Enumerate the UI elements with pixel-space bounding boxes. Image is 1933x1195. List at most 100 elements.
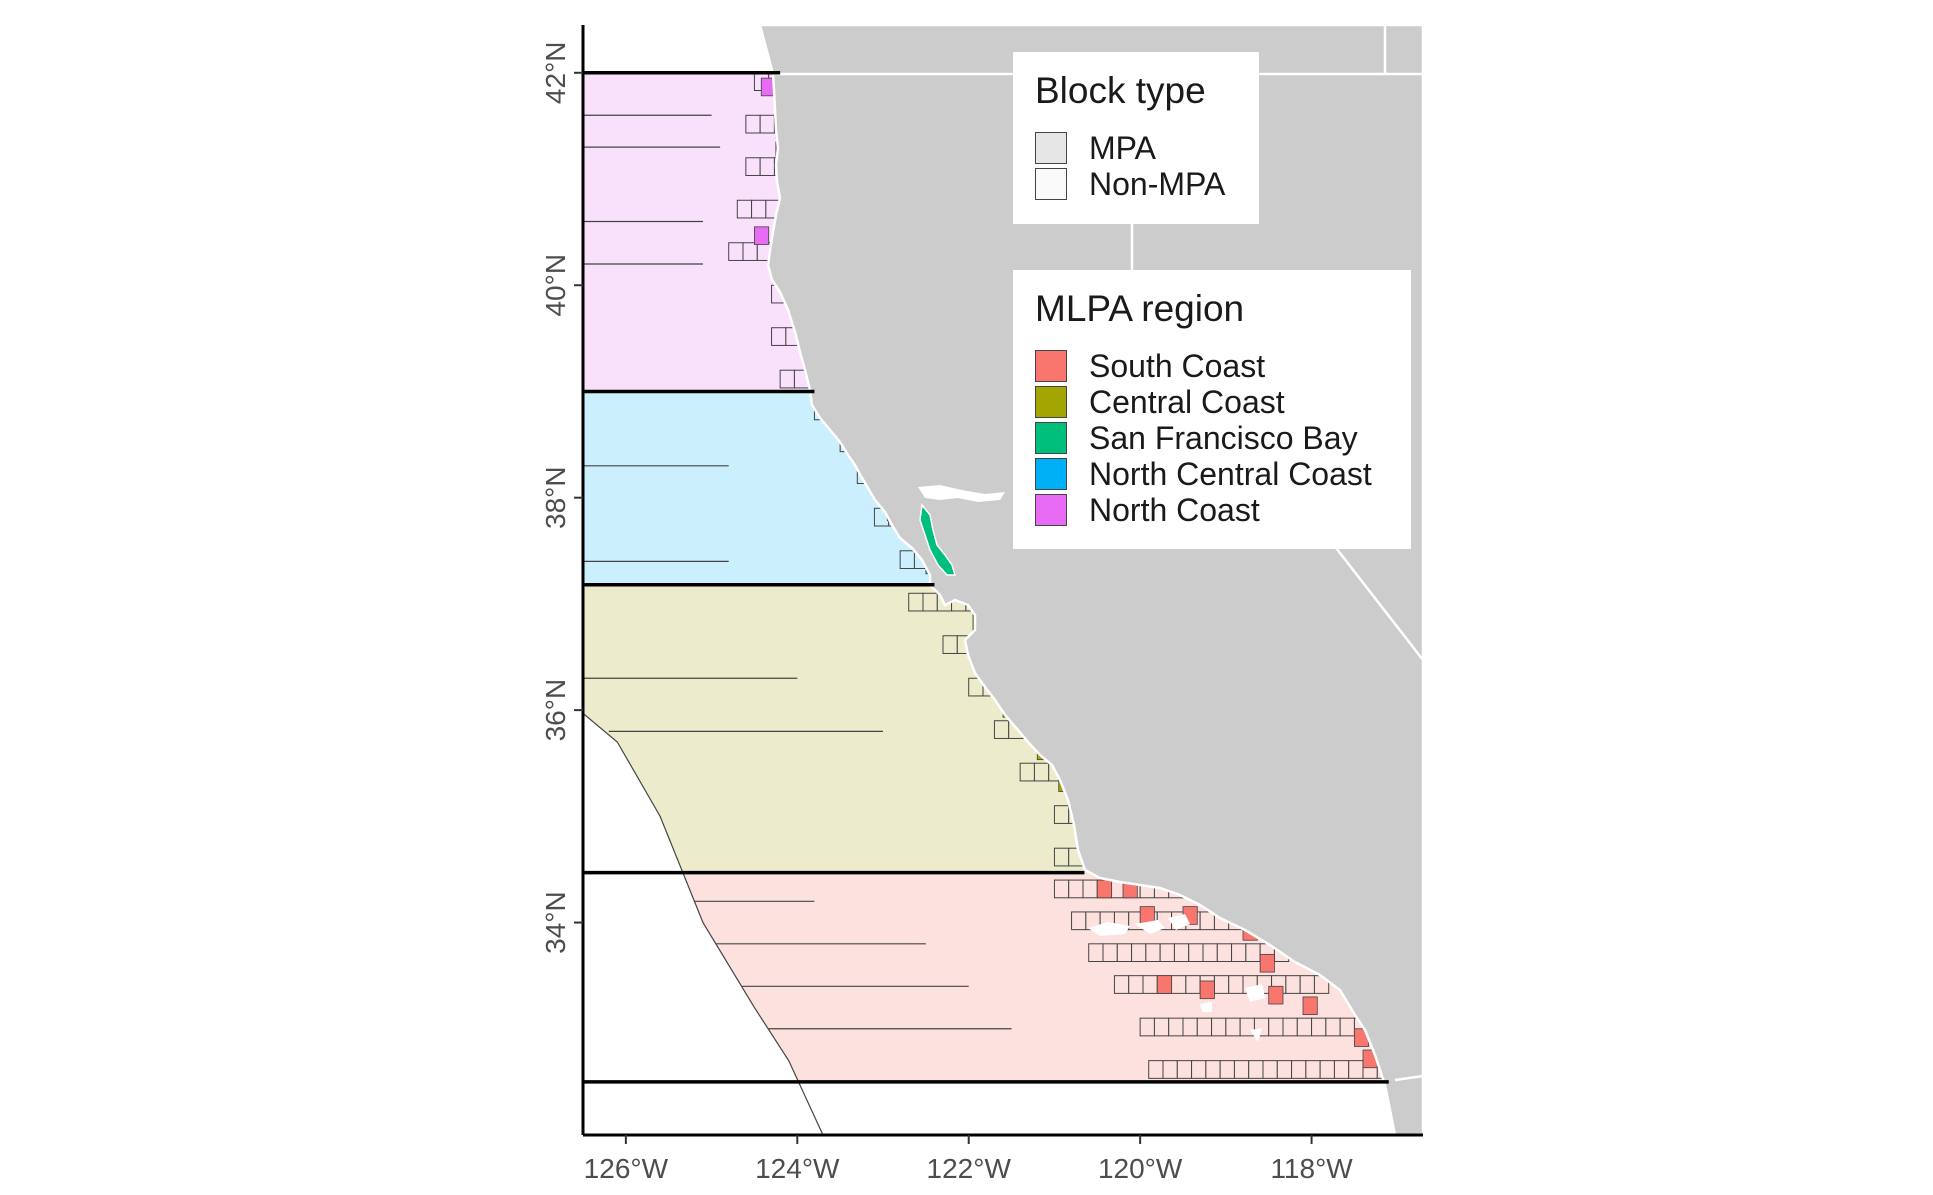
nearshore-block — [728, 242, 744, 261]
nearshore-block — [751, 199, 767, 219]
nearshore-block — [771, 327, 787, 346]
central-coast-key — [1035, 386, 1067, 418]
nearshore-block — [1211, 1017, 1227, 1037]
nearshore-block — [1153, 1017, 1170, 1037]
nearshore-block — [745, 114, 761, 134]
mpa-block — [754, 226, 770, 245]
mlpa-region-legend-title: MLPA region — [1035, 288, 1245, 329]
legend-item-mpa: MPA — [1035, 130, 1156, 166]
nearshore-block — [1276, 1060, 1293, 1079]
legend-label-north-central-coast: North Central Coast — [1089, 455, 1372, 492]
nearshore-block — [1128, 975, 1144, 994]
nearshore-block — [1202, 943, 1218, 963]
nearshore-block — [1219, 1060, 1235, 1079]
san-francisco-bay-key — [1035, 422, 1067, 454]
south-coast-key — [1035, 350, 1067, 382]
x-tick-label: 120°W — [1098, 1153, 1183, 1184]
block-type-legend-title: Block type — [1035, 70, 1206, 111]
nearshore-block — [1282, 1017, 1298, 1037]
nearshore-block — [1142, 975, 1158, 994]
nearshore-block — [1245, 943, 1261, 963]
legend-item-non-mpa: Non-MPA — [1035, 166, 1225, 202]
nearshore-block — [1131, 943, 1147, 963]
nearshore-block — [1102, 943, 1118, 963]
nearshore-block — [1182, 1017, 1198, 1037]
nearshore-block — [1213, 975, 1230, 994]
mpa-block — [1302, 996, 1318, 1016]
mpa-key — [1035, 132, 1067, 164]
nearshore-block — [1173, 943, 1190, 963]
nearshore-block — [779, 369, 795, 389]
nearshore-block — [1311, 1017, 1327, 1037]
nearshore-block — [1162, 1060, 1178, 1079]
y-tick-label: 34°N — [540, 891, 571, 954]
nearshore-block — [1216, 943, 1233, 963]
nearshore-block — [1228, 975, 1244, 994]
region-boundary-lines — [583, 71, 1389, 1084]
nearshore-block — [1185, 975, 1201, 994]
nearshore-block — [759, 157, 775, 176]
nearshore-block — [1116, 943, 1133, 963]
nearshore-block — [1333, 1060, 1350, 1079]
legend-label-non-mpa: Non-MPA — [1089, 165, 1226, 202]
nearshore-block — [1299, 975, 1315, 994]
nearshore-block — [745, 157, 761, 176]
legend-label-south-coast: South Coast — [1089, 347, 1266, 384]
nearshore-block — [1319, 1060, 1335, 1079]
mpa-block — [1259, 954, 1275, 973]
nearshore-block — [1033, 762, 1050, 782]
nearshore-block — [1348, 1060, 1364, 1079]
offshore-outer-edge — [583, 712, 824, 1135]
nearshore-block — [759, 114, 775, 134]
y-tick-label: 36°N — [540, 679, 571, 742]
nearshore-block — [1325, 1017, 1341, 1037]
nearshore-block — [1296, 1017, 1313, 1037]
nearshore-block — [742, 242, 758, 261]
legend-item-central-coast: Central Coast — [1035, 384, 1285, 420]
x-tick-label: 122°W — [927, 1153, 1012, 1184]
nearshore-block — [1339, 1017, 1355, 1037]
y-tick-label: 40°N — [540, 254, 571, 317]
mpa-block — [1156, 975, 1172, 994]
legend-label-san-francisco-bay: San Francisco Bay — [1089, 419, 1358, 456]
nearshore-block — [942, 635, 958, 654]
y-axis-ticks: 34°N 36°N 38°N 40°N 42°N — [540, 42, 583, 954]
nearshore-block — [736, 199, 753, 219]
non-mpa-key — [1035, 168, 1067, 200]
offshore-corner — [1208, 1081, 1243, 1135]
nearshore-block — [1291, 1060, 1307, 1079]
sf-bay — [918, 485, 1005, 576]
nearshore-block — [1248, 1060, 1264, 1079]
nearshore-block — [908, 592, 924, 612]
nearshore-block — [1205, 1060, 1221, 1079]
nearshore-block — [899, 550, 915, 569]
legend-item-north-central-coast: North Central Coast — [1035, 456, 1372, 492]
nearshore-block — [1231, 943, 1247, 963]
x-tick-label: 126°W — [584, 1153, 669, 1184]
nearshore-block — [1145, 943, 1161, 963]
nearshore-block — [1188, 943, 1204, 963]
y-tick-label: 42°N — [540, 42, 571, 105]
nearshore-block — [1113, 975, 1130, 994]
y-tick-label: 38°N — [540, 466, 571, 529]
nearshore-block — [922, 592, 938, 612]
nearshore-block — [1139, 1017, 1155, 1037]
mpa-block — [1096, 879, 1112, 899]
legend-label-mpa: MPA — [1089, 129, 1156, 166]
legend-item-south-coast: South Coast — [1035, 348, 1265, 384]
nearshore-block — [1053, 847, 1070, 867]
legend-label-central-coast: Central Coast — [1089, 383, 1285, 420]
north-coast-key — [1035, 494, 1067, 526]
nearshore-block — [1285, 975, 1301, 994]
nearshore-block — [1068, 879, 1084, 899]
nearshore-block — [993, 720, 1010, 739]
map-panel — [583, 25, 1423, 1135]
legend-item-san-francisco-bay: San Francisco Bay — [1035, 420, 1358, 456]
x-tick-label: 124°W — [755, 1153, 840, 1184]
legend-item-north-coast: North Coast — [1035, 492, 1260, 528]
x-axis-ticks: 126°W 124°W 122°W 120°W 118°W — [584, 1135, 1353, 1184]
nearshore-block — [1305, 1060, 1321, 1079]
map-axes: 126°W 124°W 122°W 120°W 118°W 34°N 36°N 38°N 40… — [540, 25, 1423, 1184]
nearshore-block — [1191, 1060, 1207, 1079]
